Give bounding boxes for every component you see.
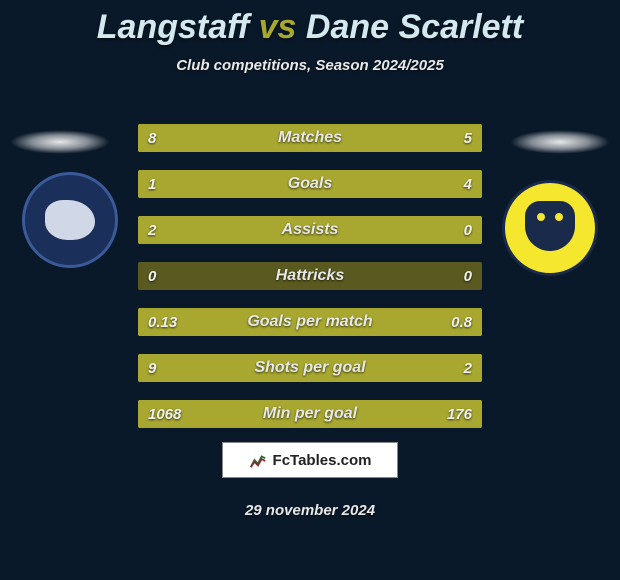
comparison-title: Langstaff vs Dane Scarlett [0, 0, 620, 47]
stat-label: Hattricks [138, 262, 482, 290]
fctables-icon [249, 451, 267, 469]
oxford-united-badge [502, 180, 598, 276]
stat-value-left: 2 [138, 216, 166, 244]
branding-text: FcTables.com [273, 452, 372, 469]
fctables-branding: FcTables.com [222, 442, 398, 478]
stat-row: Goals per match0.13 0.8 [138, 308, 482, 336]
stat-value-left: 0 [138, 262, 166, 290]
comparison-bars: Matches85Goals14Assists20Hattricks00Goal… [138, 124, 482, 446]
stat-value-right: 176 [437, 400, 482, 428]
stat-label: Shots per goal [138, 354, 482, 382]
stat-label: Assists [138, 216, 482, 244]
stat-row: Matches8 5 [138, 124, 482, 152]
stat-value-left: 1 [138, 170, 166, 198]
stat-value-right: 4 [454, 170, 482, 198]
stat-value-left: 0.13 [138, 308, 187, 336]
stat-row: Shots per goal9 2 [138, 354, 482, 382]
player1-name: Langstaff [97, 8, 249, 46]
stat-row: Assists2 0 [138, 216, 482, 244]
stat-value-left: 9 [138, 354, 166, 382]
shadow-right [510, 130, 610, 154]
stat-row: Min per goal1068176 [138, 400, 482, 428]
stat-value-right: 0 [454, 216, 482, 244]
stat-row: Goals1 4 [138, 170, 482, 198]
shadow-left [10, 130, 110, 154]
date-text: 29 november 2024 [0, 502, 620, 519]
stat-value-right: 0 [454, 262, 482, 290]
stat-label: Goals [138, 170, 482, 198]
player2-name: Dane Scarlett [306, 8, 523, 46]
stat-value-right: 2 [454, 354, 482, 382]
stat-row: Hattricks0 0 [138, 262, 482, 290]
vs-text: vs [259, 8, 297, 46]
subtitle: Club competitions, Season 2024/2025 [0, 57, 620, 74]
stat-value-left: 1068 [138, 400, 191, 428]
stat-label: Goals per match [138, 308, 482, 336]
stat-value-right: 0.8 [441, 308, 482, 336]
stat-label: Matches [138, 124, 482, 152]
millwall-badge [22, 172, 118, 268]
stat-value-left: 8 [138, 124, 166, 152]
stat-value-right: 5 [454, 124, 482, 152]
